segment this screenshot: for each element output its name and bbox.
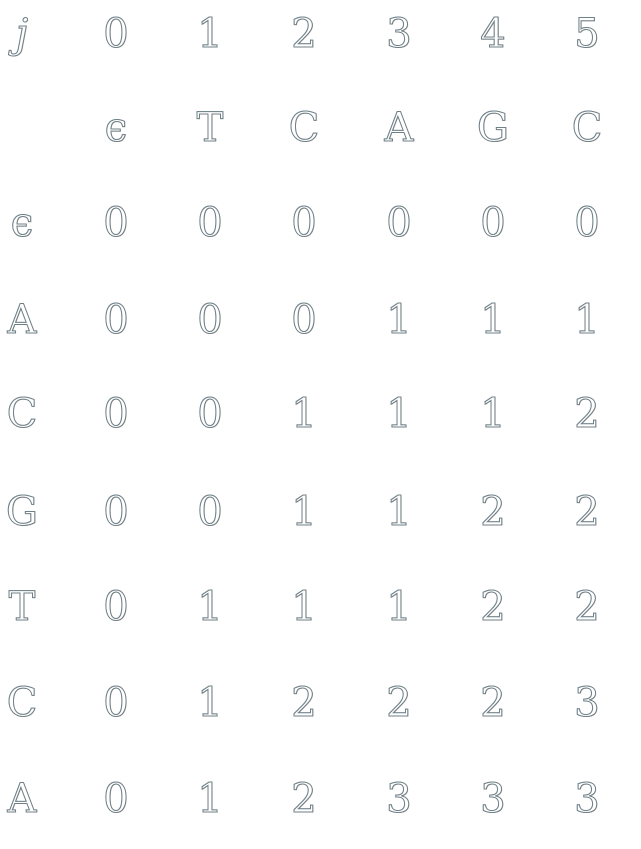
column-index: 1 <box>197 11 223 57</box>
table-cell: 0 <box>291 200 317 246</box>
table-cell: 0 <box>103 680 129 726</box>
table-cell: 0 <box>103 200 129 246</box>
table-cell: 1 <box>386 391 412 437</box>
table-cell: 1 <box>197 776 223 822</box>
table-cell: 0 <box>197 200 223 246</box>
table-cell: 1 <box>386 489 412 535</box>
column-index: 0 <box>103 11 129 57</box>
table-cell: 1 <box>197 584 223 630</box>
table-cell: 0 <box>197 297 223 343</box>
table-cell: 3 <box>574 680 600 726</box>
table-cell: 2 <box>574 391 600 437</box>
table-cell: 0 <box>574 200 600 246</box>
table-cell: 1 <box>480 297 506 343</box>
column-char: C <box>571 105 603 151</box>
table-cell: 0 <box>197 391 223 437</box>
table-cell: 0 <box>291 297 317 343</box>
table-cell: 2 <box>480 489 506 535</box>
table-cell: 1 <box>386 584 412 630</box>
table-cell: 1 <box>386 297 412 343</box>
table-cell: 1 <box>291 584 317 630</box>
column-index: 5 <box>574 11 600 57</box>
table-cell: 0 <box>103 391 129 437</box>
table-cell: 2 <box>291 680 317 726</box>
table-cell: 3 <box>386 776 412 822</box>
table-cell: 2 <box>574 584 600 630</box>
column-char: A <box>384 105 414 151</box>
column-index: 4 <box>480 11 506 57</box>
column-char: T <box>196 105 224 151</box>
table-cell: 2 <box>480 680 506 726</box>
row-label: G <box>6 489 39 535</box>
row-label: A <box>7 297 37 343</box>
row-label: C <box>6 680 38 726</box>
table-cell: 3 <box>480 776 506 822</box>
table-cell: 0 <box>103 584 129 630</box>
table-cell: 0 <box>386 200 412 246</box>
column-char: G <box>477 105 510 151</box>
column-char: C <box>288 105 320 151</box>
column-index: 2 <box>291 11 317 57</box>
row-label: T <box>8 584 36 630</box>
table-cell: 0 <box>197 489 223 535</box>
table-cell: 2 <box>480 584 506 630</box>
row-label: C <box>6 391 38 437</box>
column-index: 3 <box>386 11 412 57</box>
table-cell: 0 <box>103 489 129 535</box>
row-label: ϵ <box>10 200 34 246</box>
table-cell: 0 <box>103 776 129 822</box>
table-cell: 1 <box>197 680 223 726</box>
table-cell: 1 <box>291 391 317 437</box>
header-label: j <box>15 11 29 57</box>
table-cell: 3 <box>574 776 600 822</box>
column-char: ϵ <box>104 105 128 151</box>
table-cell: 1 <box>480 391 506 437</box>
table-cell: 2 <box>291 776 317 822</box>
table-cell: 1 <box>574 297 600 343</box>
table-cell: 2 <box>386 680 412 726</box>
row-label: A <box>7 776 37 822</box>
table-cell: 2 <box>574 489 600 535</box>
table-cell: 1 <box>291 489 317 535</box>
table-cell: 0 <box>480 200 506 246</box>
table-cell: 0 <box>103 297 129 343</box>
